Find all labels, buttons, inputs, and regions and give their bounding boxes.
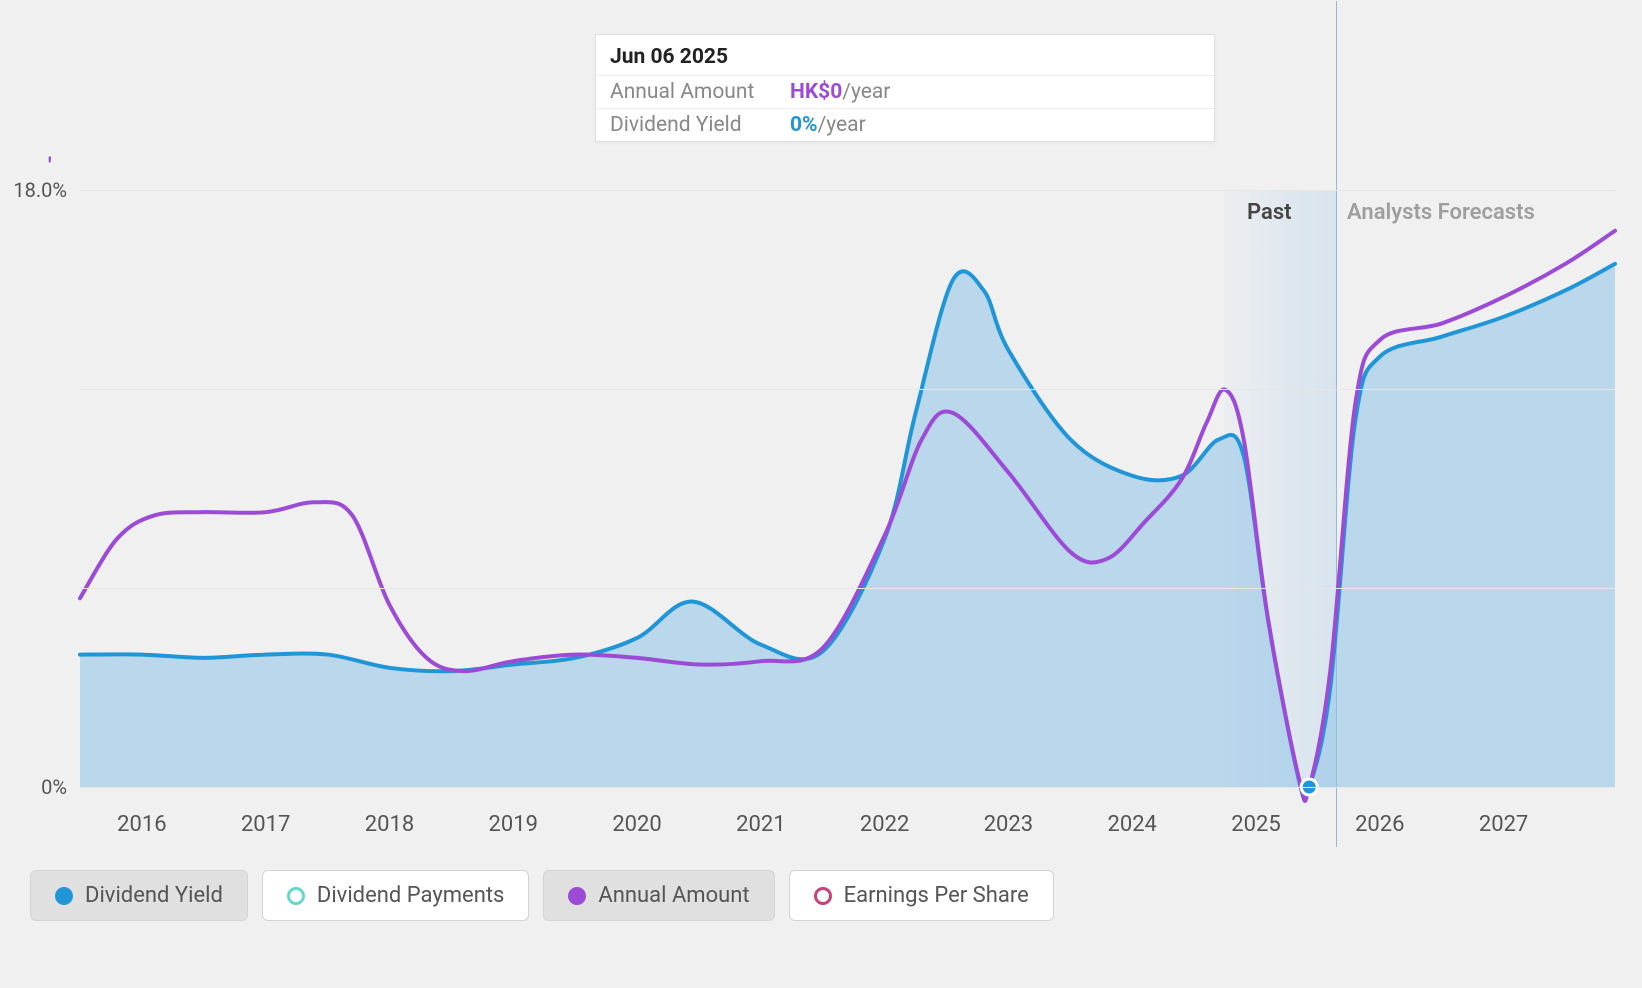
legend-swatch	[814, 887, 832, 905]
legend-swatch	[55, 887, 73, 905]
tooltip-row-key: Annual Amount	[610, 80, 790, 104]
hover-tooltip: Jun 06 2025 Annual AmountHK$0/yearDivide…	[595, 34, 1215, 142]
tooltip-row: Annual AmountHK$0/year	[596, 75, 1214, 108]
x-tick-label: 2021	[736, 812, 785, 837]
marker-svg	[80, 191, 1615, 787]
tooltip-row-value: 0%/year	[790, 113, 866, 137]
gridline	[80, 190, 1615, 191]
legend: Dividend Yield Dividend Payments Annual Am…	[30, 870, 1054, 921]
legend-label: Dividend Yield	[85, 883, 223, 908]
x-tick-label: 2019	[489, 812, 538, 837]
legend-label: Dividend Payments	[317, 883, 505, 908]
x-tick-label: 2026	[1355, 812, 1404, 837]
legend-item[interactable]: Annual Amount	[543, 870, 774, 921]
legend-item[interactable]: Dividend Yield	[30, 870, 248, 921]
legend-swatch	[568, 887, 586, 905]
plot-area[interactable]	[80, 190, 1615, 787]
forecast-label: Analysts Forecasts	[1347, 200, 1535, 225]
x-tick-label: 2022	[860, 812, 909, 837]
legend-item[interactable]: Dividend Payments	[262, 870, 530, 921]
legend-swatch	[287, 887, 305, 905]
x-tick-label: 2020	[612, 812, 661, 837]
y-tick-label: 18.0%	[13, 178, 67, 202]
x-tick-label: 2016	[117, 812, 166, 837]
legend-item[interactable]: Earnings Per Share	[789, 870, 1054, 921]
past-label: Past	[1247, 200, 1292, 225]
legend-label: Annual Amount	[598, 883, 749, 908]
x-tick-label: 2023	[984, 812, 1033, 837]
x-tick-label: 2027	[1479, 812, 1528, 837]
x-tick-label: 2025	[1231, 812, 1280, 837]
x-tick-label: 2024	[1107, 812, 1156, 837]
gridline	[80, 588, 1615, 589]
tooltip-date: Jun 06 2025	[596, 35, 1214, 75]
y-tick-label: 0%	[41, 775, 67, 799]
tooltip-row-value: HK$0/year	[790, 80, 890, 104]
axis-top-tick: '	[48, 154, 52, 179]
tooltip-row-key: Dividend Yield	[610, 113, 790, 137]
gridline	[80, 389, 1615, 390]
x-tick-label: 2017	[241, 812, 290, 837]
legend-label: Earnings Per Share	[844, 883, 1029, 908]
chart-container: ' 18.0% 0% 2016 2017 2018 2019 2020 2021 2022 20…	[0, 0, 1642, 988]
x-tick-label: 2018	[365, 812, 414, 837]
gridline	[80, 787, 1615, 788]
tooltip-row: Dividend Yield0%/year	[596, 108, 1214, 141]
